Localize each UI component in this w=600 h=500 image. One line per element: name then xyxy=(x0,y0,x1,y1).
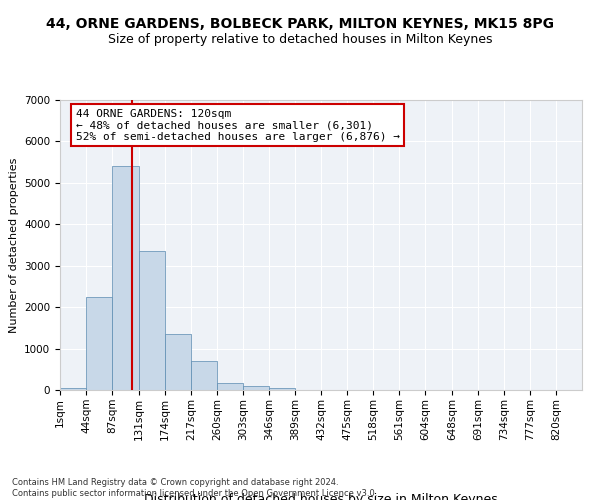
Bar xyxy=(243,386,269,390)
X-axis label: Distribution of detached houses by size in Milton Keynes: Distribution of detached houses by size … xyxy=(144,492,498,500)
Text: 44 ORNE GARDENS: 120sqm
← 48% of detached houses are smaller (6,301)
52% of semi: 44 ORNE GARDENS: 120sqm ← 48% of detache… xyxy=(76,108,400,142)
Bar xyxy=(86,297,112,390)
Bar xyxy=(139,251,165,390)
Bar xyxy=(269,388,295,390)
Bar xyxy=(191,361,217,390)
Bar xyxy=(60,388,86,390)
Bar xyxy=(217,383,243,390)
Text: 44, ORNE GARDENS, BOLBECK PARK, MILTON KEYNES, MK15 8PG: 44, ORNE GARDENS, BOLBECK PARK, MILTON K… xyxy=(46,18,554,32)
Y-axis label: Number of detached properties: Number of detached properties xyxy=(8,158,19,332)
Text: Contains HM Land Registry data © Crown copyright and database right 2024.
Contai: Contains HM Land Registry data © Crown c… xyxy=(12,478,377,498)
Text: Size of property relative to detached houses in Milton Keynes: Size of property relative to detached ho… xyxy=(108,32,492,46)
Bar xyxy=(112,166,139,390)
Bar xyxy=(165,334,191,390)
